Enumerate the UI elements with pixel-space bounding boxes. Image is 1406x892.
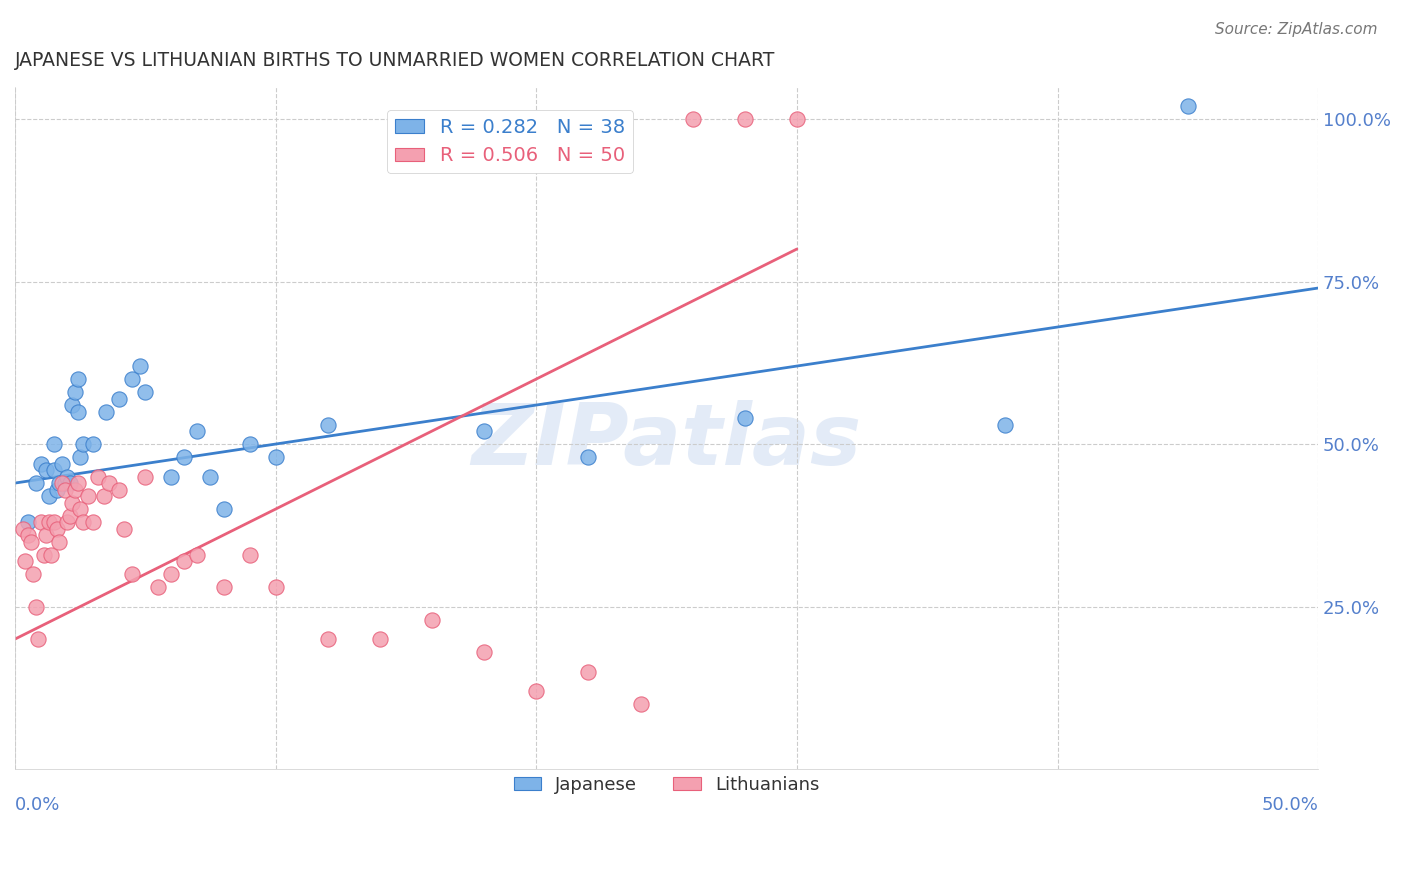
Point [32,548,55,562]
Point [59,476,82,491]
Point [576,665,599,679]
Point [22,567,45,582]
Point [524,684,547,698]
Point [108,483,131,497]
Point [682,112,704,126]
Point [239,437,262,451]
Point [173,450,195,464]
Point [77,489,100,503]
Point [35,463,58,477]
Point [186,424,208,438]
Point [53,476,76,491]
Point [60,495,83,509]
Point [200,469,222,483]
Point [56,515,79,529]
Point [786,112,808,126]
Point [45,483,67,497]
Legend: Japanese, Lithuanians: Japanese, Lithuanians [506,769,827,801]
Point [134,385,156,400]
Point [121,372,143,386]
Point [96,404,118,418]
Point [239,548,262,562]
Point [48,534,70,549]
Point [14,554,37,568]
Point [53,483,76,497]
Point [60,398,83,412]
Point [45,522,67,536]
Point [108,392,131,406]
Point [11,522,34,536]
Point [66,404,89,418]
Point [42,437,65,451]
Point [41,548,63,562]
Point [264,580,287,594]
Text: Source: ZipAtlas.com: Source: ZipAtlas.com [1215,22,1378,37]
Point [20,534,42,549]
Point [30,515,52,529]
Point [17,528,39,542]
Point [35,528,58,542]
Text: 0.0%: 0.0% [15,797,60,814]
Point [630,697,652,711]
Point [59,508,82,523]
Point [160,567,183,582]
Point [97,476,120,491]
Point [82,515,104,529]
Point [56,469,79,483]
Text: 50.0%: 50.0% [1261,797,1319,814]
Text: ZIPatlas: ZIPatlas [471,400,862,483]
Point [134,469,156,483]
Point [212,580,235,594]
Point [87,469,110,483]
Point [472,645,495,659]
Point [66,372,89,386]
Point [420,613,443,627]
Point [69,502,91,516]
Point [63,385,86,400]
Point [121,567,143,582]
Point [173,554,195,568]
Point [264,450,287,464]
Point [93,489,115,503]
Text: JAPANESE VS LITHUANIAN BIRTHS TO UNMARRIED WOMEN CORRELATION CHART: JAPANESE VS LITHUANIAN BIRTHS TO UNMARRI… [15,51,775,70]
Point [1177,99,1199,113]
Point [160,469,183,483]
Point [69,450,91,464]
Point [48,476,70,491]
Point [63,483,86,497]
Point [82,437,104,451]
Point [576,450,599,464]
Point [51,457,73,471]
Point [734,411,756,425]
Point [42,515,65,529]
Point [186,548,208,562]
Point [734,112,756,126]
Point [472,424,495,438]
Point [17,515,39,529]
Point [994,417,1017,432]
Point [66,476,89,491]
Point [129,359,152,373]
Point [24,476,46,491]
Point [148,580,170,594]
Point [72,437,94,451]
Point [114,522,136,536]
Point [316,632,339,646]
Point [38,489,60,503]
Point [51,476,73,491]
Point [30,457,52,471]
Point [27,632,49,646]
Point [24,599,46,614]
Point [212,502,235,516]
Point [316,417,339,432]
Point [42,463,65,477]
Point [368,632,391,646]
Point [72,515,94,529]
Point [38,515,60,529]
